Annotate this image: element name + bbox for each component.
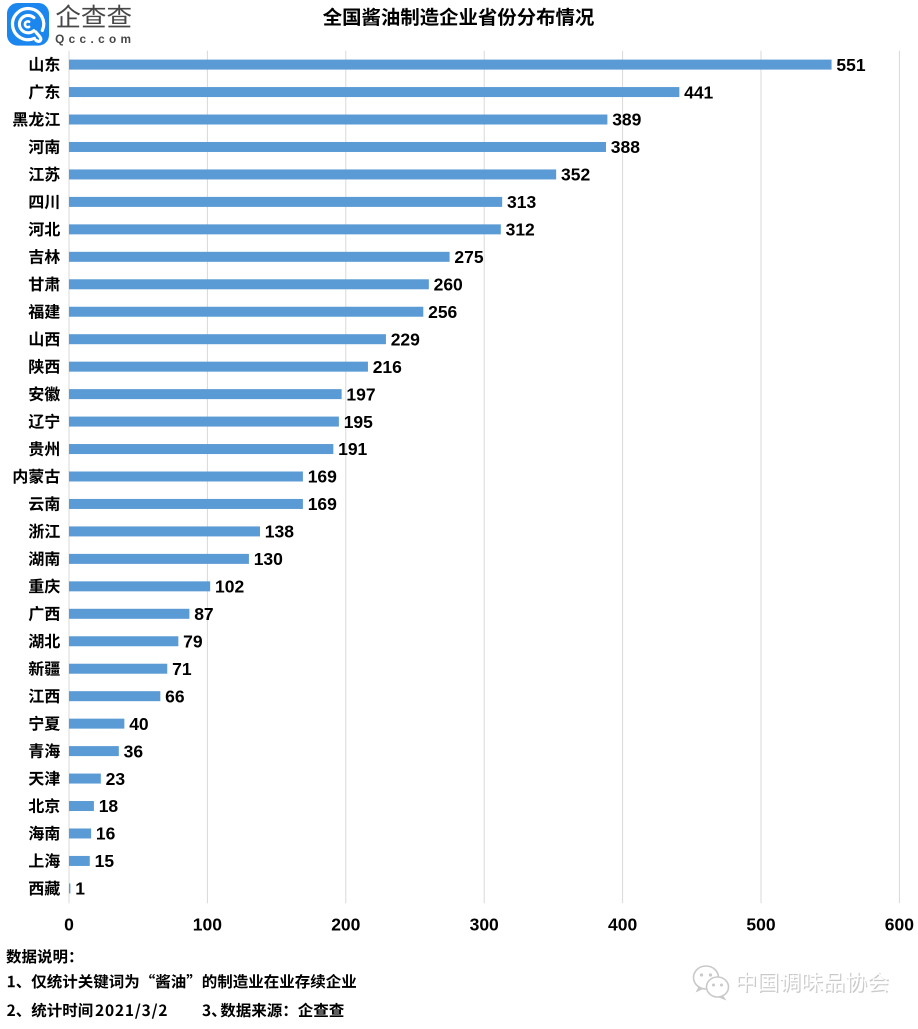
- svg-text:1: 1: [75, 879, 85, 899]
- svg-text:16: 16: [96, 824, 116, 844]
- svg-text:300: 300: [470, 915, 499, 935]
- svg-text:352: 352: [561, 165, 590, 185]
- svg-text:312: 312: [506, 220, 535, 240]
- svg-text:71: 71: [172, 659, 192, 679]
- svg-text:200: 200: [331, 915, 360, 935]
- svg-text:551: 551: [836, 55, 865, 75]
- svg-text:197: 197: [346, 384, 375, 404]
- svg-text:388: 388: [611, 137, 640, 157]
- svg-text:87: 87: [194, 604, 213, 624]
- svg-text:195: 195: [344, 412, 373, 432]
- svg-text:260: 260: [434, 274, 463, 294]
- svg-text:500: 500: [746, 915, 775, 935]
- svg-text:130: 130: [254, 549, 283, 569]
- svg-text:216: 216: [373, 357, 402, 377]
- svg-text:18: 18: [99, 796, 119, 816]
- svg-text:313: 313: [507, 192, 536, 212]
- svg-text:23: 23: [106, 769, 126, 789]
- svg-text:138: 138: [265, 522, 294, 542]
- svg-text:66: 66: [165, 686, 185, 706]
- svg-text:191: 191: [338, 439, 367, 459]
- svg-text:229: 229: [391, 329, 420, 349]
- svg-text:0: 0: [64, 915, 74, 935]
- svg-text:389: 389: [612, 110, 641, 130]
- svg-text:169: 169: [308, 494, 337, 514]
- svg-text:79: 79: [183, 631, 203, 651]
- svg-text:102: 102: [215, 577, 244, 597]
- svg-text:36: 36: [124, 741, 144, 761]
- svg-text:600: 600: [885, 915, 914, 935]
- svg-text:Qcc.com: Qcc.com: [55, 32, 135, 46]
- svg-text:100: 100: [193, 915, 222, 935]
- svg-text:15: 15: [95, 851, 115, 871]
- svg-text:441: 441: [684, 82, 713, 102]
- svg-text:40: 40: [129, 714, 149, 734]
- svg-text:169: 169: [308, 467, 337, 487]
- svg-text:275: 275: [454, 247, 483, 267]
- svg-text:400: 400: [608, 915, 637, 935]
- svg-text:256: 256: [428, 302, 457, 322]
